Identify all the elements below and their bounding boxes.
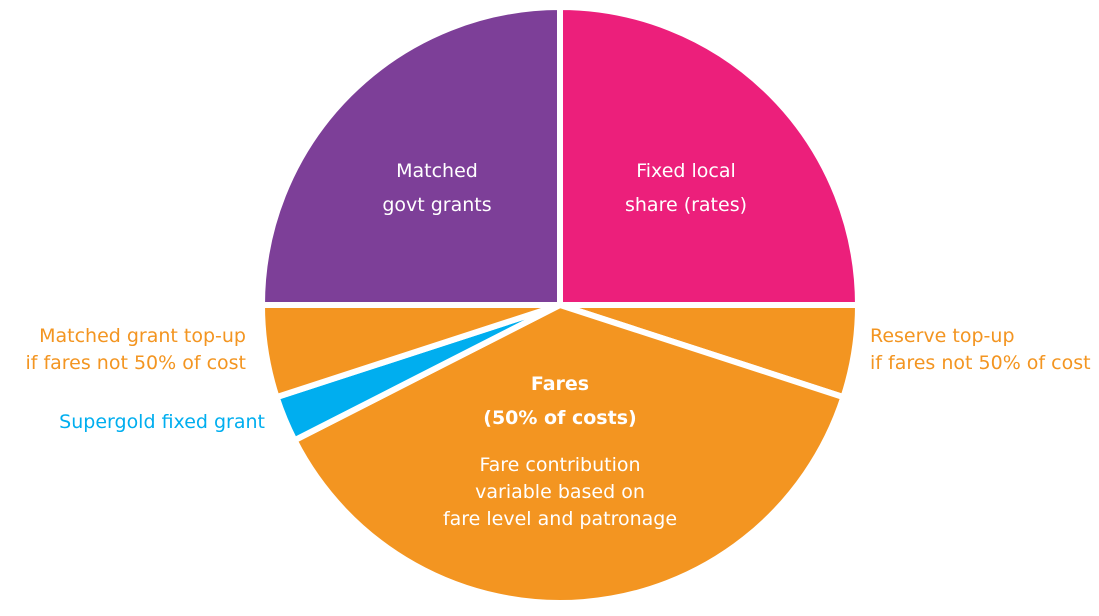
label-line: Matched grant top-up <box>39 325 246 347</box>
label-line: Fares <box>531 373 589 395</box>
label: Matched grant top-up if fares not 50% of … <box>25 325 246 374</box>
pie-slice <box>259 4 563 308</box>
label-line: fare level and patronage <box>443 508 677 530</box>
label-line: share (rates) <box>625 194 747 216</box>
label-line: Fixed local <box>636 160 736 182</box>
label-line: Reserve top-up <box>870 325 1015 347</box>
label: Supergold fixed grant <box>59 411 265 433</box>
labels: Fixed local share (rates) Reserve top-up if… <box>25 160 1090 530</box>
label-line: Fare contribution <box>479 454 640 476</box>
label-line: (50% of costs) <box>483 407 636 429</box>
label-line: if fares not 50% of cost <box>870 352 1091 374</box>
pie-slice <box>291 302 847 606</box>
label: Fares (50% of costs) <box>483 373 636 429</box>
label: Matched govt grants <box>382 160 491 216</box>
label: Fixed local share (rates) <box>625 160 747 216</box>
label: Fare contribution variable based on fare l… <box>443 454 677 530</box>
slices <box>259 4 861 606</box>
label-line: variable based on <box>475 481 645 503</box>
pie-slice <box>557 4 861 308</box>
label-line: govt grants <box>382 194 491 216</box>
label-line: if fares not 50% of cost <box>25 352 246 374</box>
label-line: Matched <box>396 160 478 182</box>
label: Reserve top-up if fares not 50% of cost <box>870 325 1091 374</box>
label-line: Supergold fixed grant <box>59 411 265 433</box>
